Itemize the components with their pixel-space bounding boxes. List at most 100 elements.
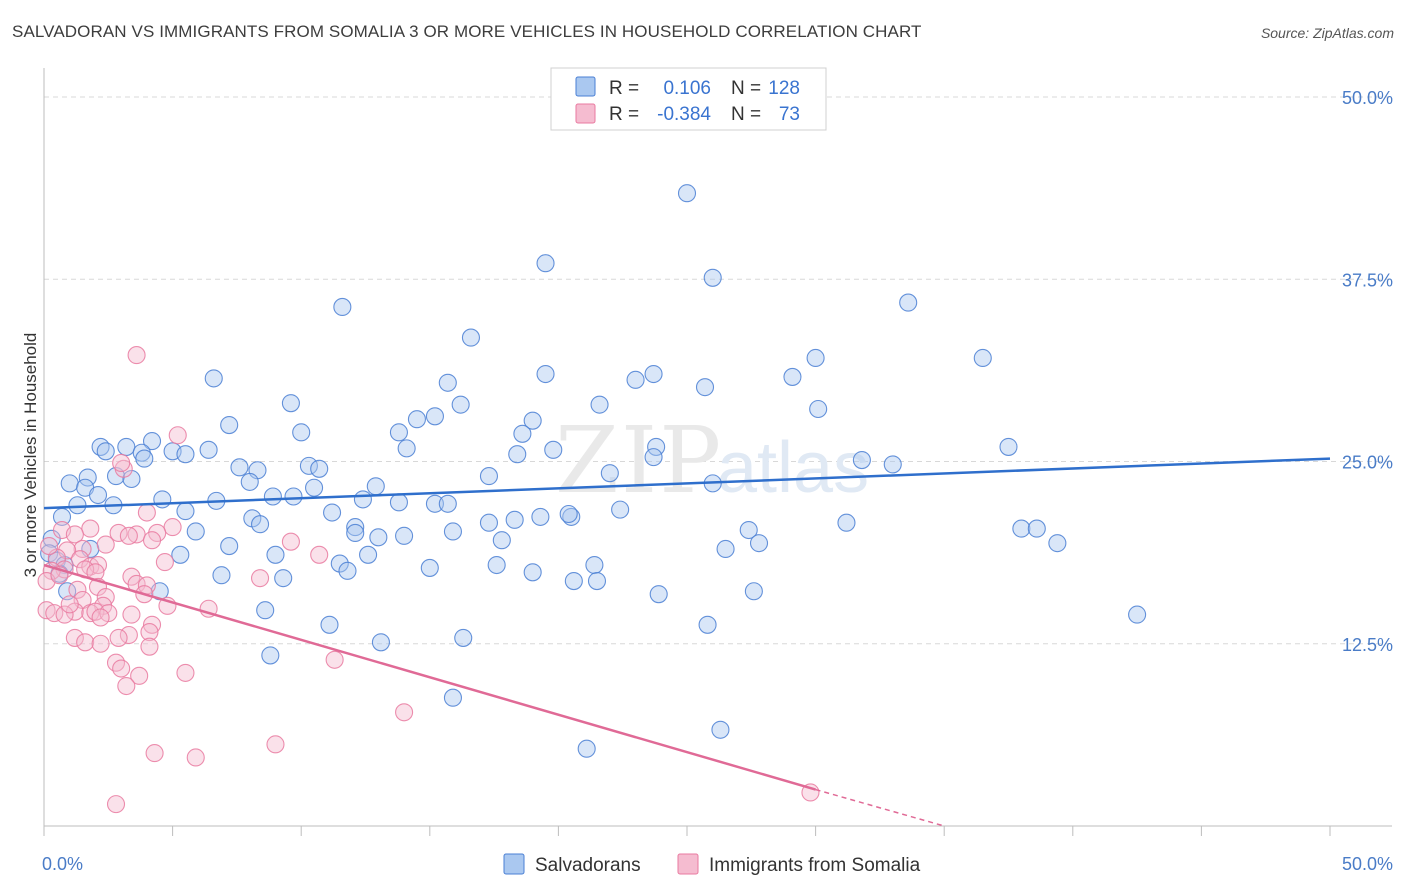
point-salvadorans: [176, 445, 195, 464]
source-label: Source: ZipAtlas.com: [1260, 25, 1394, 41]
point-salvadorans: [698, 615, 717, 634]
point-salvadorans: [626, 370, 645, 389]
point-somalia: [96, 535, 115, 554]
point-salvadorans: [389, 423, 408, 442]
point-salvadorans: [338, 561, 357, 580]
legend-r-label-0: R =: [609, 78, 639, 99]
point-salvadorans: [999, 437, 1018, 456]
point-salvadorans: [60, 474, 79, 493]
legend-swatch-somalia: [575, 103, 596, 124]
point-somalia: [109, 523, 128, 542]
point-somalia: [109, 628, 128, 647]
series-salvadorans: [40, 184, 1147, 758]
point-salvadorans: [649, 585, 668, 604]
point-salvadorans: [899, 293, 918, 312]
point-salvadorans: [505, 510, 524, 529]
point-salvadorans: [353, 490, 372, 509]
point-salvadorans: [135, 449, 154, 468]
point-salvadorans: [852, 450, 871, 470]
point-salvadorans: [199, 440, 218, 459]
point-somalia: [130, 666, 149, 685]
point-salvadorans: [479, 513, 499, 532]
point-salvadorans: [250, 515, 270, 534]
point-salvadorans: [749, 534, 769, 553]
svg-text:atlas: atlas: [717, 428, 869, 508]
point-somalia: [145, 744, 164, 763]
point-salvadorans: [644, 448, 663, 467]
point-salvadorans: [274, 569, 293, 588]
point-salvadorans: [438, 494, 457, 513]
point-somalia: [310, 545, 329, 564]
point-somalia: [70, 550, 90, 569]
point-salvadorans: [1048, 534, 1067, 553]
point-salvadorans: [78, 468, 97, 487]
point-salvadorans: [333, 297, 352, 317]
legend-n-label-0: N =: [731, 78, 761, 99]
y-tick-label: 37.5%: [1342, 270, 1393, 290]
point-salvadorans: [346, 523, 365, 542]
point-salvadorans: [647, 437, 666, 456]
point-salvadorans: [176, 502, 195, 521]
point-salvadorans: [220, 537, 239, 556]
point-salvadorans: [492, 531, 511, 550]
point-somalia: [73, 539, 92, 559]
point-salvadorans: [461, 328, 481, 347]
point-somalia: [176, 663, 195, 682]
x-tick-label: 50.0%: [1342, 854, 1393, 874]
point-salvadorans: [559, 504, 578, 524]
point-salvadorans: [320, 615, 339, 634]
point-salvadorans: [204, 369, 223, 388]
point-salvadorans: [395, 526, 414, 545]
trend-line-somalia: [43, 563, 816, 791]
point-salvadorans: [171, 545, 190, 564]
point-salvadorans: [544, 440, 563, 459]
point-salvadorans: [837, 513, 856, 532]
point-salvadorans: [153, 490, 172, 509]
point-somalia: [142, 531, 162, 550]
legend-r-value-0: 0.106: [663, 78, 711, 99]
y-tick-labels: 12.5% 25.0% 37.5% 50.0%: [1342, 88, 1393, 655]
point-salvadorans: [366, 477, 385, 496]
point-salvadorans: [186, 522, 205, 541]
point-salvadorans: [371, 633, 390, 652]
legend-bottom-swatch-somalia: [677, 853, 699, 875]
point-salvadorans: [536, 254, 555, 273]
point-salvadorans: [425, 494, 444, 513]
legend-swatch-salvadorans: [575, 76, 596, 97]
point-salvadorans: [809, 399, 828, 419]
point-somalia: [137, 503, 156, 522]
point-salvadorans: [117, 437, 136, 456]
point-salvadorans: [407, 410, 426, 429]
zipatlas-watermark: ZIP atlas: [555, 407, 869, 514]
point-somalia: [119, 526, 138, 545]
point-salvadorans: [323, 503, 342, 522]
point-salvadorans: [562, 507, 581, 526]
point-somalia: [60, 595, 79, 614]
y-tick-label: 25.0%: [1342, 453, 1393, 473]
point-salvadorans: [220, 415, 239, 435]
point-somalia: [140, 637, 159, 656]
trend-line-salvadorans: [43, 457, 1331, 510]
point-salvadorans: [590, 395, 609, 414]
point-somalia: [58, 541, 77, 560]
point-salvadorans: [883, 455, 902, 474]
y-tick-label: 12.5%: [1342, 635, 1393, 655]
point-somalia: [155, 553, 174, 572]
point-salvadorans: [292, 423, 311, 442]
point-salvadorans: [212, 566, 231, 585]
point-salvadorans: [716, 539, 735, 559]
point-somalia: [266, 735, 285, 754]
legend-n-label-1: N =: [731, 104, 761, 125]
point-salvadorans: [346, 518, 365, 537]
gridlines: [44, 96, 1392, 645]
point-salvadorans: [695, 378, 715, 397]
point-somalia: [40, 537, 59, 556]
point-somalia: [168, 426, 187, 445]
point-salvadorans: [266, 545, 285, 564]
point-salvadorans: [261, 646, 280, 665]
point-salvadorans: [600, 464, 619, 483]
x-tick-label: 0.0%: [42, 854, 83, 874]
y-axis-label: 3 or more Vehicles in Household: [21, 333, 40, 578]
point-salvadorans: [451, 395, 470, 414]
